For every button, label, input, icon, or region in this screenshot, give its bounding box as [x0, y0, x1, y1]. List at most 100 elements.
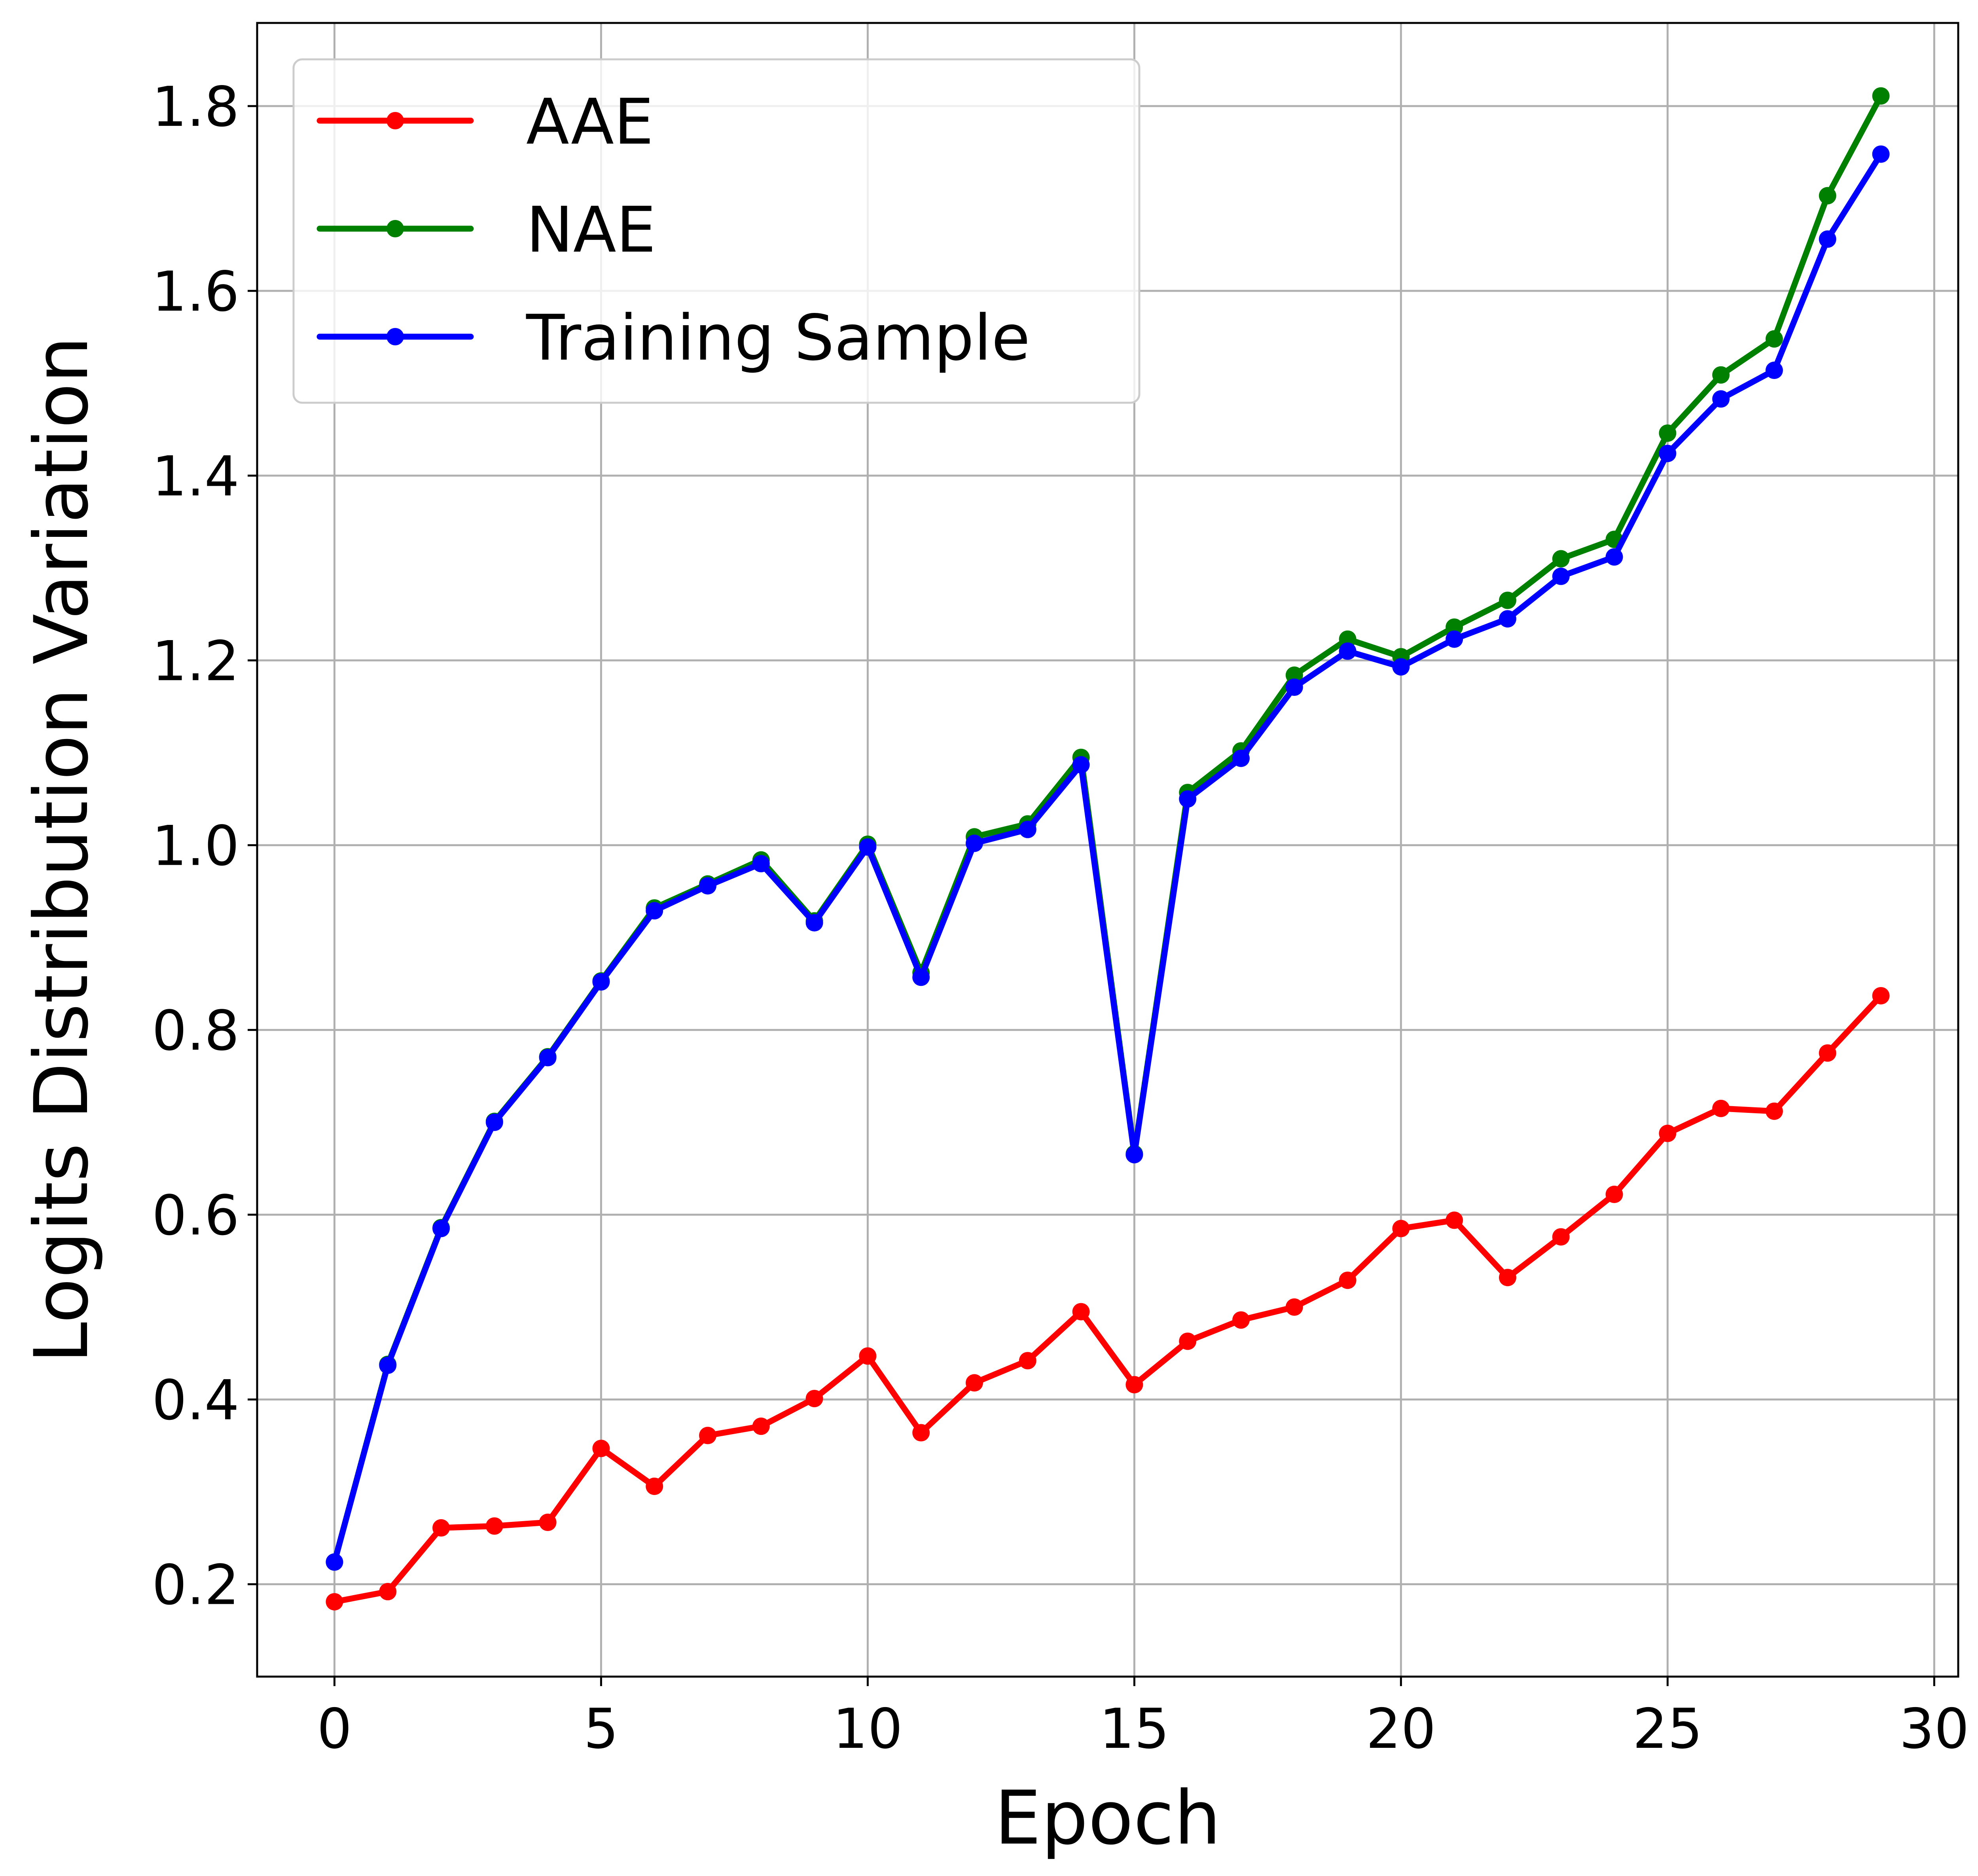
- y-axis-title: Logits Distribution Variation: [19, 336, 105, 1363]
- series-aae: [326, 987, 1890, 1611]
- data-point: [1552, 550, 1570, 568]
- grid: [257, 23, 1958, 1677]
- data-point: [1125, 1376, 1143, 1394]
- data-point: [805, 914, 823, 932]
- data-point: [699, 1427, 717, 1444]
- data-point: [1765, 1102, 1783, 1120]
- data-point: [1232, 749, 1250, 767]
- y-tick-label: 0.8: [152, 999, 239, 1063]
- data-point: [1605, 548, 1623, 566]
- y-tick-label: 0.4: [152, 1368, 239, 1432]
- data-point: [1712, 366, 1730, 384]
- x-axis-title: Epoch: [995, 1775, 1221, 1861]
- legend-box: [292, 58, 1141, 404]
- y-tick-label: 1.4: [152, 444, 239, 508]
- y-tick-label: 1.0: [152, 814, 239, 878]
- series-lines: [326, 87, 1890, 1611]
- y-tick-label: 1.6: [152, 260, 239, 324]
- axis-ticks: 0 5 10 15 20 25 30 0.2 0.4 0.6 0.8 1.0 1.2 1.4 1.6 1.8: [152, 75, 1969, 1761]
- data-point: [1872, 987, 1890, 1004]
- data-point: [966, 834, 983, 852]
- data-point: [966, 1374, 983, 1392]
- x-tick-label: 25: [1633, 1697, 1703, 1761]
- data-point: [1339, 642, 1357, 660]
- data-point: [485, 1113, 503, 1131]
- data-point: [1659, 424, 1677, 442]
- data-point: [432, 1220, 450, 1237]
- data-point: [592, 973, 610, 991]
- data-point: [752, 855, 770, 873]
- data-point: [1499, 1269, 1516, 1287]
- data-point: [1019, 1352, 1036, 1370]
- y-tick-label: 1.8: [152, 75, 239, 139]
- legend-label: NAE: [526, 193, 656, 267]
- data-point: [1392, 658, 1410, 676]
- x-tick-label: 5: [584, 1697, 618, 1761]
- data-point: [859, 1347, 877, 1365]
- data-point: [1552, 567, 1570, 585]
- data-point: [1179, 790, 1197, 808]
- data-point: [1285, 666, 1303, 684]
- data-point: [1872, 87, 1890, 105]
- legend-entry: AAE: [316, 85, 654, 159]
- legend-swatch-marker: [387, 112, 404, 129]
- x-tick-label: 10: [833, 1697, 903, 1761]
- x-tick-label: 20: [1366, 1697, 1436, 1761]
- data-point: [859, 838, 877, 856]
- data-point: [1819, 230, 1836, 248]
- data-point: [1499, 591, 1516, 609]
- y-tick-label: 0.6: [152, 1183, 239, 1247]
- data-point: [1019, 821, 1036, 838]
- data-point: [485, 1517, 503, 1535]
- data-point: [646, 1477, 663, 1495]
- data-point: [912, 968, 930, 986]
- data-point: [1072, 756, 1090, 774]
- data-point: [1499, 610, 1516, 628]
- data-point: [379, 1583, 397, 1601]
- data-point: [1659, 445, 1677, 462]
- data-point: [805, 1390, 823, 1408]
- data-point: [1339, 630, 1357, 648]
- legend-entry: Training Sample: [316, 301, 1030, 375]
- x-tick-label: 0: [317, 1697, 352, 1761]
- data-point: [1712, 390, 1730, 408]
- data-point: [1712, 1099, 1730, 1117]
- data-point: [1072, 1303, 1090, 1321]
- data-point: [539, 1514, 557, 1531]
- y-tick-label: 0.2: [152, 1553, 239, 1617]
- data-point: [1179, 1332, 1197, 1350]
- data-point: [1659, 1124, 1677, 1142]
- data-point: [1605, 1186, 1623, 1203]
- data-point: [379, 1357, 397, 1374]
- data-point: [1285, 1298, 1303, 1316]
- legend: AAE NAE Training Sample: [292, 58, 1141, 404]
- legend-swatch-marker: [387, 328, 404, 345]
- data-point: [592, 1440, 610, 1457]
- data-point: [1285, 678, 1303, 696]
- x-tick-label: 15: [1099, 1697, 1169, 1761]
- data-point: [432, 1519, 450, 1537]
- data-point: [326, 1593, 343, 1611]
- legend-label: Training Sample: [526, 301, 1030, 375]
- data-point: [1765, 362, 1783, 379]
- series-line: [331, 993, 1884, 1605]
- data-point: [539, 1049, 557, 1067]
- series-training-sample: [326, 145, 1890, 1571]
- data-point: [699, 877, 717, 895]
- y-tick-label: 1.2: [152, 629, 239, 693]
- data-point: [1819, 187, 1836, 205]
- data-point: [1446, 618, 1463, 636]
- legend-label: AAE: [526, 85, 654, 159]
- data-point: [1552, 1228, 1570, 1246]
- data-point: [1392, 1220, 1410, 1237]
- plot-frame: [256, 22, 1959, 1678]
- legend-swatch-marker: [387, 220, 404, 237]
- data-point: [1765, 330, 1783, 348]
- data-point: [912, 1424, 930, 1442]
- data-point: [1819, 1044, 1836, 1062]
- series-line: [331, 151, 1884, 1565]
- data-point: [752, 1417, 770, 1435]
- data-point: [1446, 1211, 1463, 1229]
- data-point: [1125, 1146, 1143, 1163]
